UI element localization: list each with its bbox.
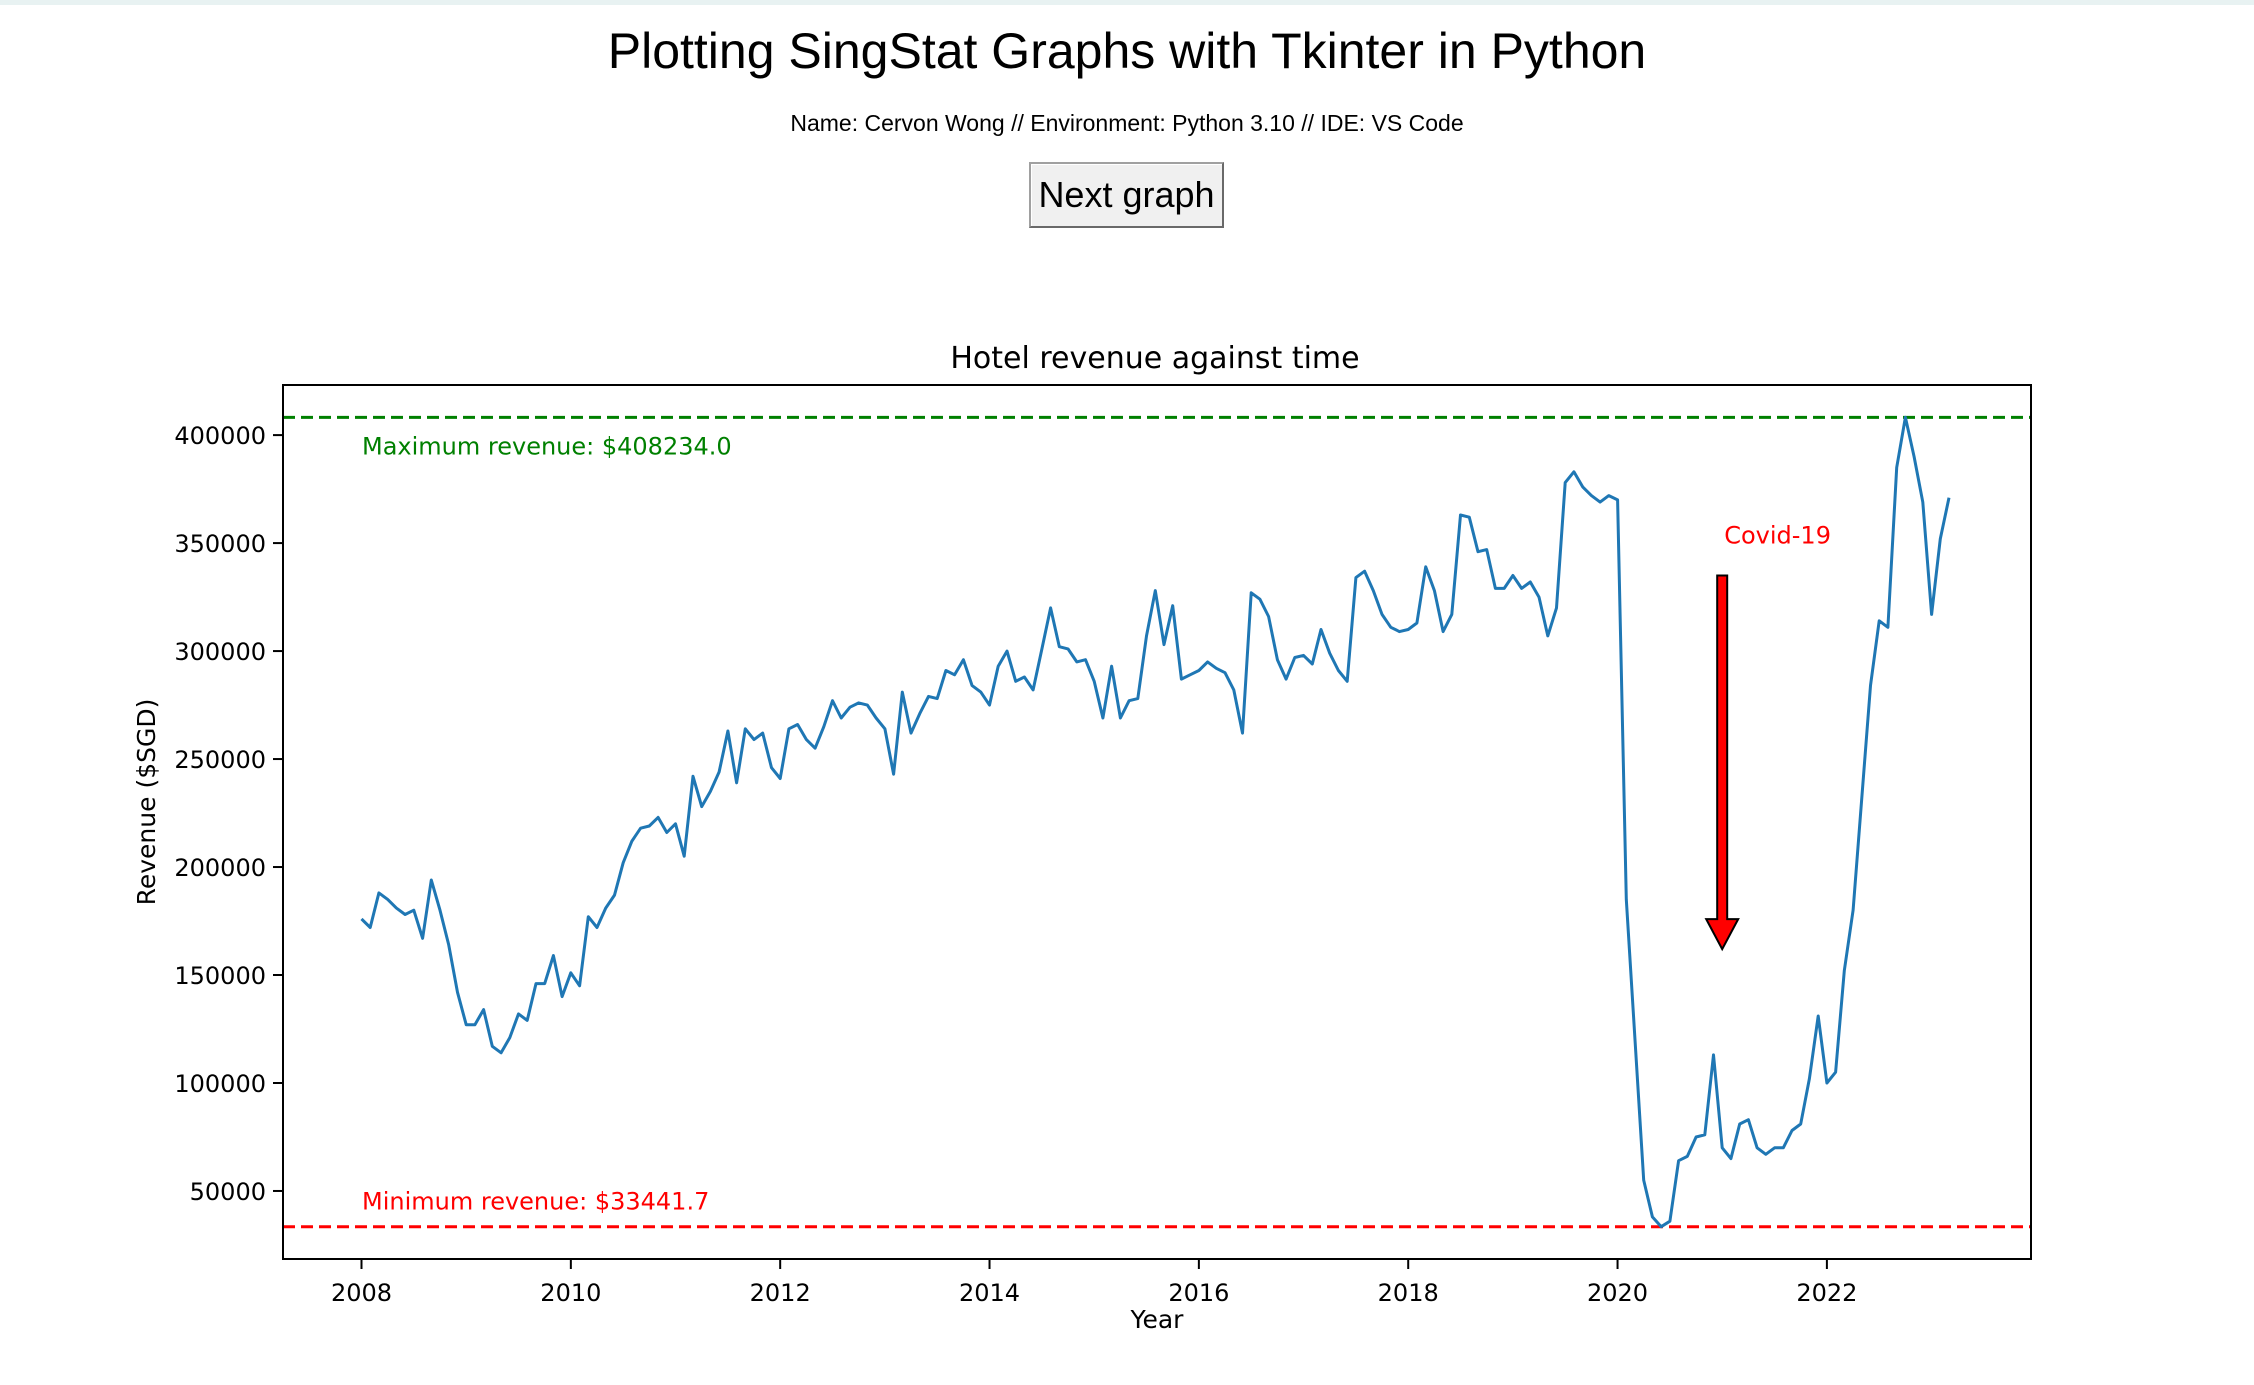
max-revenue-label: Maximum revenue: $408234.0 bbox=[362, 432, 732, 460]
annotation-layer: Covid-19 bbox=[1704, 521, 1831, 952]
y-axis-label: Revenue ($SGD) bbox=[132, 699, 161, 906]
next-graph-button[interactable]: Next graph bbox=[1029, 162, 1224, 228]
series-layer bbox=[360, 415, 1951, 1229]
plot-frame bbox=[282, 384, 2032, 1260]
x-tick-label: 2012 bbox=[750, 1279, 811, 1307]
x-tick-label: 2020 bbox=[1587, 1279, 1648, 1307]
y-tick-label: 300000 bbox=[174, 638, 266, 666]
window-top-edge bbox=[0, 0, 2254, 5]
app-subtitle: Name: Cervon Wong // Environment: Python… bbox=[790, 110, 1464, 136]
covid-arrow bbox=[1704, 574, 1740, 952]
x-tick-label: 2014 bbox=[959, 1279, 1020, 1307]
chart-title: Hotel revenue against time bbox=[950, 341, 1359, 376]
x-tick-label: 2016 bbox=[1168, 1279, 1229, 1307]
x-tick-label: 2008 bbox=[331, 1279, 392, 1307]
x-tick-label: 2018 bbox=[1378, 1279, 1439, 1307]
x-axis: 2008 2010 2012 2014 2016 2018 2020 2022 bbox=[331, 1259, 1857, 1307]
y-axis: 50000 100000 150000 200000 250000 300000 35000… bbox=[174, 422, 283, 1206]
x-tick-label: 2022 bbox=[1796, 1279, 1857, 1307]
x-axis-label: Year bbox=[1130, 1305, 1185, 1334]
min-revenue-label: Minimum revenue: $33441.7 bbox=[362, 1188, 709, 1216]
y-tick-label: 150000 bbox=[174, 962, 266, 990]
y-tick-label: 50000 bbox=[190, 1178, 266, 1206]
y-tick-label: 200000 bbox=[174, 854, 266, 882]
revenue-series-line bbox=[360, 415, 1951, 1229]
reference-lines: Maximum revenue: $408234.0 Minimum revenu… bbox=[283, 415, 2031, 1229]
app-title: Plotting SingStat Graphs with Tkinter in… bbox=[607, 23, 1647, 79]
y-tick-label: 100000 bbox=[174, 1070, 266, 1098]
y-tick-label: 350000 bbox=[174, 530, 266, 558]
x-tick-label: 2010 bbox=[540, 1279, 601, 1307]
y-tick-label: 400000 bbox=[174, 422, 266, 450]
covid-annotation-label: Covid-19 bbox=[1724, 521, 1831, 549]
y-tick-label: 250000 bbox=[174, 746, 266, 774]
